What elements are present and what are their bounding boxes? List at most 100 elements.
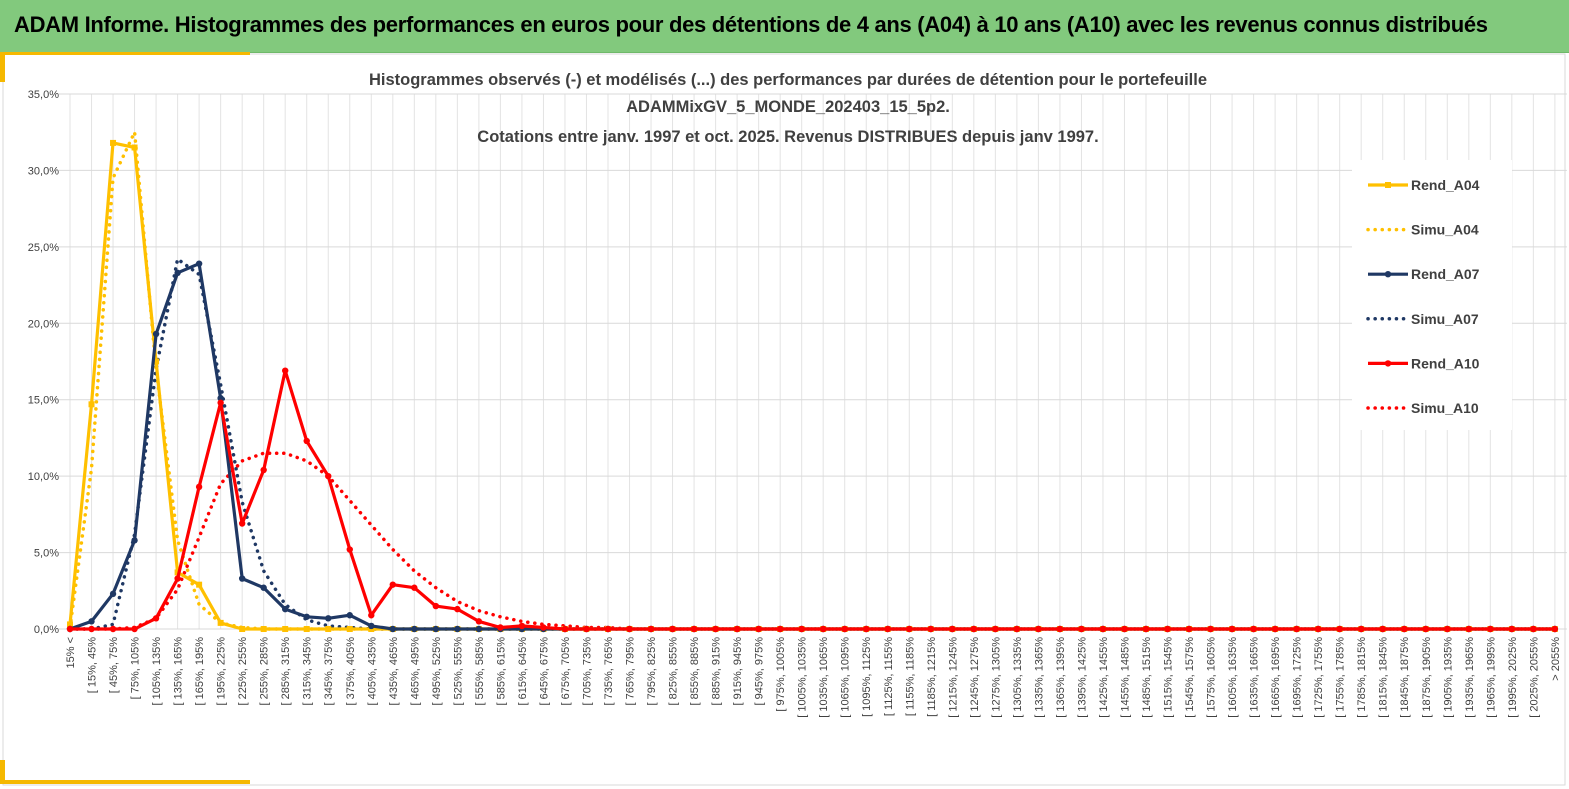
x-tick-label: [ 1875%, 1905% bbox=[1421, 637, 1433, 718]
data-point bbox=[497, 624, 504, 631]
x-tick-label: [ 765%, 795% bbox=[625, 637, 637, 706]
data-point bbox=[798, 625, 805, 633]
x-tick-label: [ 735%, 765% bbox=[603, 637, 615, 706]
data-point bbox=[389, 625, 396, 633]
x-tick-label: [ 975%, 1005% bbox=[775, 637, 787, 712]
data-point bbox=[432, 602, 440, 610]
data-point bbox=[282, 626, 289, 632]
x-tick-label: [ 375%, 405% bbox=[345, 637, 357, 706]
legend-label: Rend_A07 bbox=[1411, 266, 1480, 282]
x-tick-label: [ 195%, 225% bbox=[216, 637, 228, 706]
y-tick-label: 25,0% bbox=[28, 242, 59, 254]
data-point bbox=[583, 625, 590, 633]
legend-marker bbox=[1384, 271, 1392, 278]
data-point bbox=[669, 625, 676, 633]
data-point bbox=[1444, 625, 1451, 633]
y-tick-label: 30,0% bbox=[28, 165, 59, 177]
data-point bbox=[690, 625, 698, 633]
series bbox=[66, 130, 1559, 633]
y-axis: 0,0% 5,0% 10,0% 15,0% 20,0% 25,0% 30,0% 35,0% bbox=[28, 89, 59, 636]
data-point bbox=[217, 394, 224, 402]
data-point bbox=[949, 625, 956, 633]
x-tick-label: [ 525%, 555% bbox=[452, 637, 464, 706]
data-point bbox=[88, 625, 95, 633]
data-point bbox=[195, 483, 203, 491]
chart-title: Histogrammes observés (-) et modélisés (… bbox=[369, 71, 1207, 146]
data-point bbox=[776, 625, 784, 633]
data-point bbox=[1487, 625, 1494, 633]
x-tick-label: [ 555%, 585% bbox=[474, 637, 486, 706]
x-tick-label: [ 885%, 915% bbox=[711, 637, 723, 706]
series-line-Simu_A07 bbox=[68, 257, 1557, 631]
accent-top-left bbox=[0, 52, 250, 55]
data-point bbox=[88, 401, 95, 408]
x-tick-label: [ 2025%, 2055% bbox=[1528, 637, 1540, 718]
data-point bbox=[1293, 625, 1300, 633]
x-tick-label: [ 1245%, 1275% bbox=[969, 637, 981, 718]
legend: Rend_A04 Simu_A04 Rend_A07 Simu_A07 Rend_A10… bbox=[1352, 160, 1512, 430]
x-tick-label: [ 255%, 285% bbox=[259, 637, 271, 706]
data-point bbox=[626, 625, 633, 633]
data-point bbox=[863, 625, 870, 633]
data-point bbox=[454, 625, 461, 633]
data-point bbox=[389, 581, 396, 588]
y-tick-label: 20,0% bbox=[28, 318, 59, 330]
data-point bbox=[1250, 625, 1257, 633]
accent-bottom-left bbox=[0, 780, 250, 784]
data-point bbox=[647, 625, 655, 633]
x-tick-label: [ 1545%, 1575% bbox=[1184, 637, 1196, 718]
data-point bbox=[303, 437, 310, 445]
data-point bbox=[561, 625, 569, 633]
data-point bbox=[1121, 625, 1128, 633]
data-point bbox=[303, 613, 310, 620]
data-point bbox=[1056, 625, 1064, 633]
data-point bbox=[325, 472, 332, 480]
x-tick-label: [ 1965%, 1995% bbox=[1485, 637, 1497, 718]
x-tick-label: [ 465%, 495% bbox=[409, 637, 421, 706]
x-tick-label: [ 1695%, 1725% bbox=[1292, 637, 1304, 718]
data-point bbox=[1336, 625, 1343, 633]
x-tick-label: [ 1155%, 1185% bbox=[904, 637, 916, 716]
series-Rend_A10 bbox=[66, 367, 1559, 633]
data-point bbox=[110, 139, 117, 146]
x-tick-label: [ 825%, 855% bbox=[668, 637, 680, 706]
data-point bbox=[346, 626, 353, 632]
legend-marker bbox=[1385, 182, 1391, 188]
data-point bbox=[153, 358, 160, 365]
x-tick-label: [ 1785%, 1815% bbox=[1356, 637, 1368, 718]
data-point bbox=[1142, 625, 1150, 633]
x-tick-label: [ 1605%, 1635% bbox=[1227, 637, 1239, 718]
legend-item-Simu_A10: Simu_A10 bbox=[1366, 400, 1479, 416]
x-tick-label: [ 495%, 525% bbox=[431, 637, 443, 706]
data-point bbox=[282, 605, 289, 613]
series-line-Rend_A10 bbox=[70, 369, 1555, 631]
legend-item-Simu_A04: Simu_A04 bbox=[1366, 222, 1479, 238]
x-tick-label: [ 1425%, 1455% bbox=[1098, 637, 1110, 718]
data-point bbox=[1508, 625, 1516, 633]
legend-marker bbox=[1384, 360, 1392, 367]
x-tick-label: [ 1365%, 1395% bbox=[1055, 637, 1067, 718]
data-point bbox=[260, 466, 267, 474]
data-point bbox=[411, 584, 418, 591]
grid bbox=[59, 93, 1567, 630]
data-point bbox=[195, 260, 203, 267]
data-point bbox=[604, 625, 612, 633]
x-tick-label: > 2055% bbox=[1550, 637, 1562, 681]
data-point bbox=[733, 625, 741, 633]
x-tick-label: [ 1005%, 1035% bbox=[797, 637, 809, 718]
legend-label: Rend_A10 bbox=[1411, 355, 1480, 371]
data-point bbox=[432, 625, 440, 633]
legend-label: Simu_A07 bbox=[1411, 311, 1479, 327]
x-tick-label: [ 285%, 315% bbox=[280, 637, 292, 706]
data-point bbox=[884, 625, 891, 633]
data-point bbox=[174, 575, 181, 582]
data-point bbox=[238, 520, 246, 527]
x-tick-label: [ 915%, 945% bbox=[732, 637, 744, 706]
data-point bbox=[475, 618, 483, 625]
data-point bbox=[518, 622, 526, 630]
data-point bbox=[67, 621, 73, 628]
x-tick-label: [ 1125%, 1155% bbox=[883, 637, 895, 716]
data-point bbox=[1271, 625, 1279, 633]
y-tick-label: 5,0% bbox=[34, 548, 59, 560]
x-tick-label: [ 615%, 645% bbox=[517, 637, 529, 706]
